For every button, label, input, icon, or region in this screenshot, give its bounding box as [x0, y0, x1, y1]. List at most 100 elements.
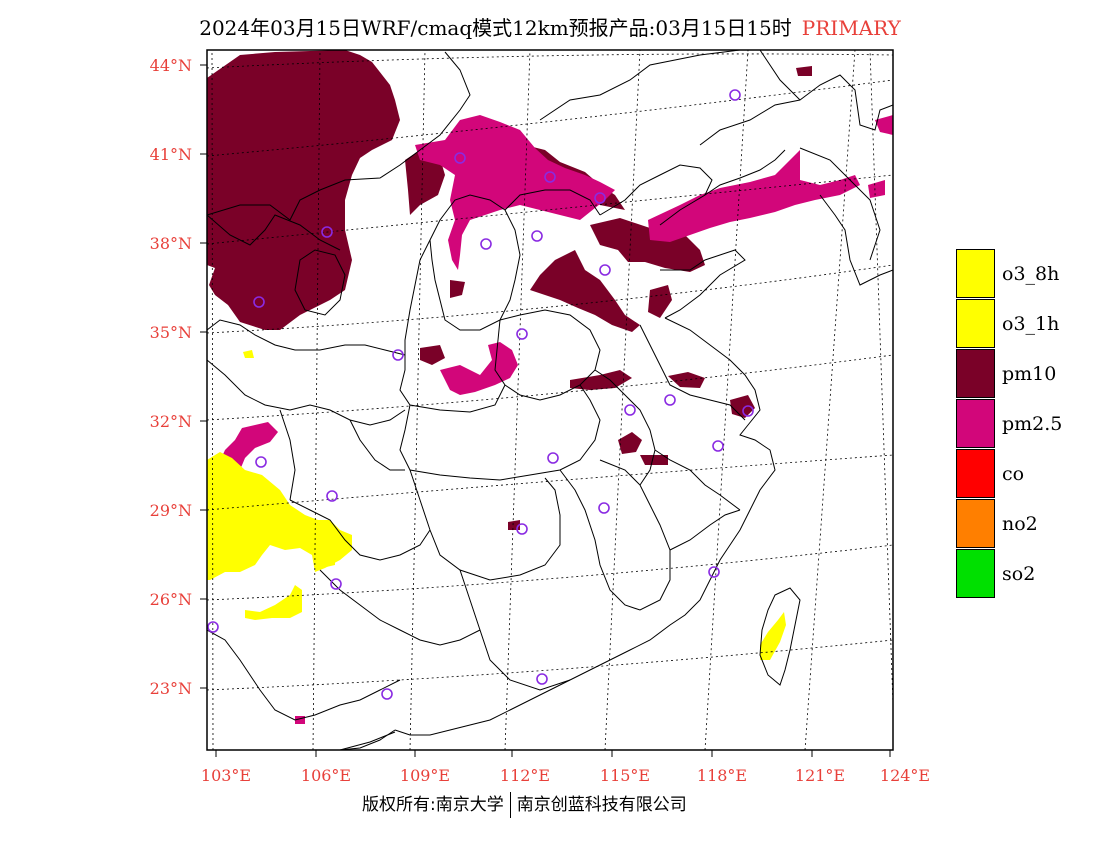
lon-label: 118°E	[697, 766, 747, 785]
station-marker	[253, 296, 265, 308]
station-marker	[480, 238, 492, 250]
legend-item-no2: no2	[956, 499, 1086, 549]
pm25-patch-2	[868, 180, 885, 198]
graticule	[207, 50, 893, 750]
lat-label: 26°N	[150, 590, 192, 609]
station-marker	[664, 394, 676, 406]
station-marker	[381, 688, 393, 700]
lon-label: 103°E	[201, 766, 251, 785]
boundary-bohai	[599, 164, 713, 226]
footer-separator	[509, 792, 511, 818]
boundary-hunan	[409, 469, 561, 581]
legend-item-pm25: pm2.5	[956, 399, 1086, 449]
boundaries	[207, 50, 893, 750]
o3-patch-small-2	[320, 552, 335, 568]
pm10-patch-4	[570, 370, 632, 390]
lon-label: 121°E	[795, 766, 845, 785]
boundary-chongqing	[349, 419, 405, 471]
boundary-gansu	[207, 319, 406, 356]
station-marker	[326, 490, 338, 502]
legend-item-pm10: pm10	[956, 349, 1086, 399]
lat-label: 23°N	[150, 679, 192, 698]
legend-item-o3-1h: o3_1h	[956, 299, 1086, 349]
pm25-bohai-band	[648, 150, 860, 242]
legend-swatch	[956, 349, 995, 398]
legend-swatch	[956, 399, 995, 448]
pm10-shandong-cluster	[530, 250, 640, 332]
legend-label: o3_1h	[1002, 313, 1060, 335]
station-marker	[255, 456, 267, 468]
footer-copyright: 版权所有:南京大学	[362, 795, 504, 815]
lat-label: 38°N	[150, 234, 192, 253]
o3-sichuan-area	[207, 452, 352, 580]
o3-patch-small	[243, 350, 254, 358]
legend-swatch	[956, 249, 995, 298]
boundary-hebei-beijing	[504, 189, 601, 216]
boundary-henan	[494, 309, 601, 401]
boundary-zhejiang	[654, 449, 741, 511]
boundary-fujian	[669, 509, 741, 551]
lon-label: 106°E	[301, 766, 351, 785]
axis-ticks	[200, 64, 891, 757]
boundary-liaodong	[704, 149, 786, 196]
pm25-north-band	[415, 115, 615, 270]
boundary-north-east	[539, 50, 741, 121]
pm10-patch-3	[648, 285, 672, 318]
lat-label: 35°N	[150, 323, 192, 342]
pm10-patch-10	[640, 455, 668, 465]
boundary-hubei	[399, 384, 601, 481]
legend-item-co: co	[956, 449, 1086, 499]
latitude-labels: 44°N 41°N 38°N 35°N 32°N 29°N 26°N 23°N	[150, 56, 192, 698]
boundary-guizhou	[289, 499, 431, 561]
boundary-shaanxi	[399, 239, 506, 413]
legend-label: pm2.5	[1002, 413, 1063, 435]
pm10-north-patch-1	[405, 150, 445, 215]
station-marker	[598, 502, 610, 514]
station-marker	[392, 349, 404, 361]
station-marker	[516, 523, 528, 535]
legend-item-o3-8h: o3_8h	[956, 249, 1086, 299]
boundary-hainan	[339, 731, 396, 750]
pm25-regions	[215, 115, 893, 724]
pm10-patch-6	[618, 432, 642, 454]
legend-label: pm10	[1002, 363, 1057, 385]
station-marker	[729, 89, 741, 101]
legend-label: o3_8h	[1002, 263, 1060, 285]
station-marker	[516, 328, 528, 340]
lat-label: 29°N	[150, 501, 192, 520]
station-markers	[207, 89, 754, 700]
station-marker	[742, 405, 754, 417]
map-frame	[206, 49, 894, 751]
station-marker	[536, 673, 548, 685]
lon-label: 124°E	[880, 766, 930, 785]
boundary-interior-2	[279, 409, 296, 501]
legend-swatch	[956, 449, 995, 498]
lon-label: 115°E	[600, 766, 650, 785]
boundary-jiangsu	[639, 324, 746, 421]
boundary-yunnan	[207, 629, 401, 721]
station-marker	[207, 621, 219, 633]
station-marker	[531, 230, 543, 242]
legend-label: so2	[1002, 563, 1036, 585]
legend-label: co	[1002, 463, 1025, 485]
boundary-taiwan	[759, 587, 801, 686]
station-marker	[624, 404, 636, 416]
boundary-guangdong	[459, 569, 571, 691]
o3-south-patch	[245, 585, 302, 620]
legend-label: no2	[1002, 513, 1038, 535]
station-marker	[708, 566, 720, 578]
station-marker	[547, 452, 559, 464]
station-marker	[599, 264, 611, 276]
boundary-sichuan	[207, 359, 406, 426]
station-marker	[454, 152, 466, 164]
pm10-hebei-cluster	[590, 218, 705, 272]
boundary-korea-sea	[799, 147, 881, 261]
lat-label: 32°N	[150, 412, 192, 431]
pm10-patch-9	[450, 280, 465, 298]
o3-taiwan-patch	[760, 612, 786, 660]
station-marker	[321, 226, 333, 238]
station-marker	[544, 171, 556, 183]
lat-label: 44°N	[150, 56, 192, 75]
legend-swatch	[956, 499, 995, 548]
